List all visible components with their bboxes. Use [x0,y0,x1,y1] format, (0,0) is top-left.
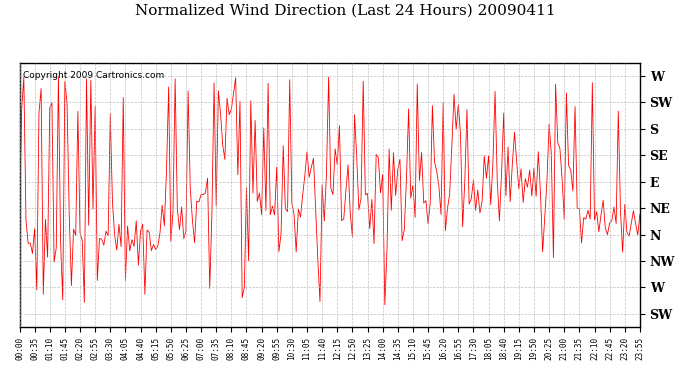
Text: Copyright 2009 Cartronics.com: Copyright 2009 Cartronics.com [23,70,164,80]
Text: Normalized Wind Direction (Last 24 Hours) 20090411: Normalized Wind Direction (Last 24 Hours… [135,4,555,18]
